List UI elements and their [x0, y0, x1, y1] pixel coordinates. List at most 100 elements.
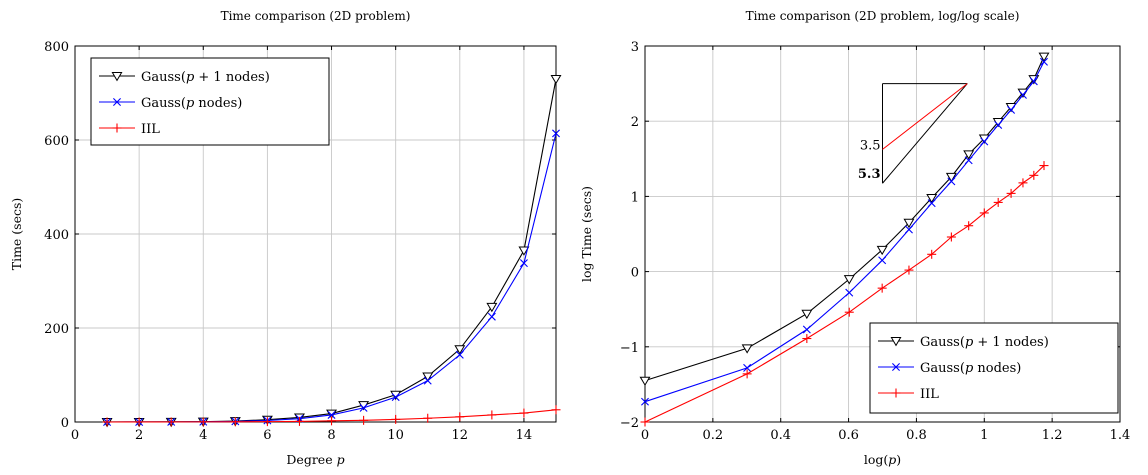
data-point: [230, 417, 240, 427]
x-stroke: [927, 199, 936, 208]
legend-entry-3: IIL: [99, 122, 160, 137]
label-part: Gauss(: [141, 70, 186, 85]
x-stroke: [892, 363, 900, 371]
x-stroke: [947, 177, 956, 186]
x-tick-label: 10: [387, 428, 404, 443]
y-tick-label: 600: [44, 134, 69, 149]
legend-box: [869, 322, 1119, 414]
x-stroke: [994, 120, 1003, 129]
x-tick-label: 0: [71, 428, 79, 443]
data-point: [843, 275, 855, 285]
data-point: [947, 177, 956, 186]
label-part: p: [965, 361, 974, 376]
data-point: [455, 412, 465, 422]
data-point: [423, 413, 433, 423]
data-point: [423, 376, 432, 385]
label-part: Gauss(: [920, 335, 965, 350]
x-tick-label: 1: [980, 428, 988, 443]
data-point: [1006, 188, 1016, 198]
x-tick-label: 0.6: [838, 428, 859, 443]
label-part: p: [965, 335, 974, 350]
data-point: [802, 334, 812, 344]
y-tick-label: 2: [631, 115, 639, 130]
x-stroke: [964, 156, 973, 165]
y-tick-label: −2: [620, 416, 639, 431]
data-point: [551, 405, 561, 415]
data-point: [262, 417, 272, 427]
data-point: [876, 245, 888, 256]
legend-label: Gauss(p nodes): [141, 96, 242, 111]
legend-label: Gauss(p nodes): [920, 361, 1021, 376]
x-tick-label: 0.2: [703, 428, 724, 443]
data-point: [640, 417, 650, 427]
data-point: [964, 156, 973, 165]
data-point: [980, 137, 989, 146]
x-axis-label: log(p): [864, 452, 901, 467]
data-point: [743, 363, 752, 372]
x-stroke: [487, 312, 496, 321]
x-tick-label: 6: [263, 428, 271, 443]
label-part: IIL: [920, 387, 939, 402]
slope-annotation-black: 5.3: [858, 167, 881, 182]
x-stroke: [423, 376, 432, 385]
series-2: [641, 57, 1048, 406]
label-part: p: [186, 70, 195, 85]
data-point: [519, 259, 528, 268]
label-part: p: [186, 96, 195, 111]
chart-title: Time comparison (2D problem): [221, 9, 411, 23]
slope-red-hypotenuse: [882, 83, 968, 150]
data-point: [1029, 170, 1039, 180]
data-point: [518, 246, 530, 256]
data-point: [964, 221, 974, 231]
slope-annotation-red: 3.5: [860, 138, 881, 153]
data-point: [926, 193, 938, 204]
y-tick-label: 200: [44, 322, 69, 337]
x-stroke: [980, 137, 989, 146]
slope-black-hypotenuse: [882, 83, 968, 184]
data-point: [904, 225, 913, 234]
x-tick-label: 8: [327, 428, 335, 443]
label-part: log(: [864, 452, 888, 467]
legend-marker: [113, 98, 121, 106]
data-point: [801, 309, 813, 320]
y-tick-label: −1: [620, 341, 639, 356]
data-point: [359, 403, 368, 412]
y-tick-label: 0: [61, 416, 69, 431]
x-stroke: [845, 288, 854, 297]
data-point: [927, 249, 937, 259]
data-point: [391, 414, 401, 424]
legend-label: IIL: [141, 122, 160, 137]
data-point: [166, 417, 176, 427]
x-tick-label: 12: [452, 428, 469, 443]
data-point: [979, 208, 989, 218]
legend-entry-1: Gauss(p + 1 nodes): [99, 70, 270, 85]
data-point: [963, 150, 975, 160]
legend: Gauss(p + 1 nodes) Gauss(p nodes) IIL: [90, 57, 330, 146]
y-tick-label: 800: [44, 40, 69, 55]
data-point: [134, 417, 144, 427]
data-point: [487, 312, 496, 321]
label-part: Gauss(: [141, 96, 186, 111]
data-point: [742, 369, 752, 379]
label-part: IIL: [141, 122, 160, 137]
x-axis-label: Degree p: [286, 452, 344, 467]
data-point: [927, 199, 936, 208]
data-point: [946, 232, 956, 242]
legend-marker: [892, 363, 900, 371]
x-stroke: [743, 363, 752, 372]
label-part: Time (secs): [9, 198, 24, 271]
x-stroke: [455, 350, 464, 359]
data-point: [550, 74, 562, 85]
data-point: [102, 417, 112, 427]
x-tick-label: 0: [641, 428, 649, 443]
legend-entry-1: Gauss(p + 1 nodes): [878, 335, 1049, 350]
data-point: [1029, 77, 1038, 86]
legend-entry-2: Gauss(p nodes): [878, 361, 1021, 376]
data-point: [741, 344, 753, 354]
series-3: [640, 161, 1049, 427]
legend-marker: [112, 123, 122, 133]
y-tick-label: 400: [44, 228, 69, 243]
x-stroke: [1040, 57, 1048, 66]
data-point: [455, 350, 464, 359]
y-tick-label: 3: [631, 40, 639, 55]
